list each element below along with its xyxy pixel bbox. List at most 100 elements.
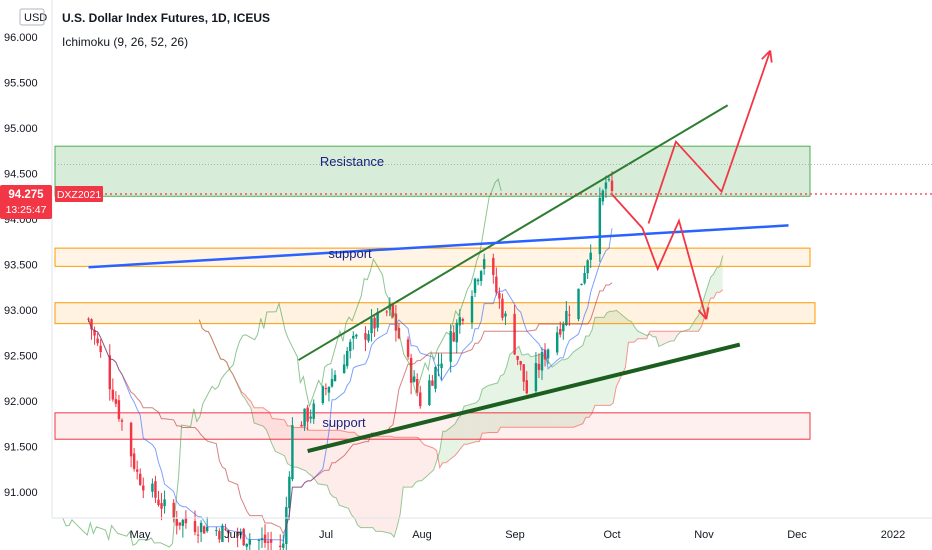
candle-body <box>266 541 270 543</box>
candle-body <box>257 539 261 541</box>
currency-badge <box>19 8 45 26</box>
cloud-segment <box>293 427 297 468</box>
candle-body <box>282 543 285 548</box>
symbol-title[interactable]: U.S. Dollar Index Futures, 1D, ICEUS <box>62 11 271 25</box>
candle-body <box>160 503 163 509</box>
axes: 96.00095.50095.00094.50094.00093.50093.0… <box>4 0 932 541</box>
y-tick-label: 91.000 <box>4 487 38 499</box>
cloud-segment <box>311 430 315 480</box>
cloud-segment <box>668 331 672 343</box>
x-tick-label: 2022 <box>881 529 905 541</box>
candle-body <box>90 319 93 330</box>
cloud-segment <box>692 319 696 332</box>
chart-header: U.S. Dollar Index Futures, 1D, ICEUS Ich… <box>62 11 271 49</box>
candle-body <box>476 279 480 282</box>
candle-body <box>154 481 157 498</box>
cloud-segment <box>604 312 608 406</box>
cloud-segment <box>488 382 498 433</box>
candle-body <box>175 518 178 526</box>
projection-path <box>611 193 708 320</box>
candle-body <box>598 197 602 255</box>
cloud-segment <box>713 267 717 299</box>
candle-body <box>178 522 182 526</box>
y-tick-label: 92.500 <box>4 351 38 363</box>
candle-body <box>525 380 528 394</box>
candle-body <box>568 314 571 316</box>
cloud-segment <box>284 419 288 464</box>
cloud-segment <box>485 385 489 434</box>
resistance-label: Resistance <box>320 154 384 169</box>
candle-body <box>312 403 315 419</box>
drawings <box>55 50 932 453</box>
cloud-segment <box>403 437 413 488</box>
cloud-segment <box>391 436 395 538</box>
candle-body <box>501 298 504 318</box>
candle-body <box>419 392 422 407</box>
x-tick-label: Jun <box>224 529 242 541</box>
indicator-legend[interactable]: Ichimoku (9, 26, 52, 26) <box>62 35 189 49</box>
cloud-segment <box>461 406 465 449</box>
cloud-segment <box>272 418 276 452</box>
cloud-segment <box>610 311 614 406</box>
cloud-segment <box>500 374 504 428</box>
candle-body <box>242 528 245 546</box>
candle-body <box>196 534 200 536</box>
cloud-segment <box>254 407 264 427</box>
x-tick-label: Dec <box>787 529 807 541</box>
support-label-upper: support <box>328 246 372 261</box>
cloud-segment <box>549 362 553 428</box>
candle-body <box>218 531 221 540</box>
candle-body <box>117 400 121 419</box>
candle-body <box>428 380 431 405</box>
cloud-segment <box>464 405 468 445</box>
candle-body <box>324 388 328 390</box>
candle-body <box>449 331 452 362</box>
cloud-segment <box>613 310 617 404</box>
cloud-segment <box>637 331 647 339</box>
leading-span-a <box>198 255 724 539</box>
candle-body <box>199 522 203 533</box>
candle-body <box>87 318 90 320</box>
price-zones <box>54 145 816 440</box>
candle-body <box>522 364 525 382</box>
candle-body <box>108 355 112 390</box>
arrow-head <box>697 309 708 320</box>
candle-body <box>385 311 388 313</box>
candle-body <box>610 180 614 191</box>
cloud-segment <box>454 418 458 456</box>
candle-body <box>227 530 230 534</box>
candle-body <box>202 526 206 534</box>
candle-body <box>562 324 565 332</box>
candle-body <box>269 539 273 543</box>
candle-body <box>565 310 568 326</box>
candle-body <box>495 276 498 293</box>
candle-body <box>452 332 455 342</box>
cloud-segment <box>588 330 592 418</box>
candle-body <box>355 334 358 337</box>
symbol-tag <box>55 185 103 202</box>
leading-span-b <box>198 289 724 470</box>
candle-body <box>236 531 239 537</box>
cloud-segment <box>381 436 392 534</box>
indicator-lines <box>62 178 613 548</box>
cloud-segment <box>421 441 425 481</box>
cloud-segment <box>607 311 611 406</box>
candle-body <box>342 364 346 374</box>
candle-body <box>300 424 303 427</box>
cloud-segment <box>652 331 656 337</box>
candle-body <box>519 361 522 365</box>
cloud-segment <box>625 317 629 368</box>
candle-body <box>139 473 142 485</box>
candle-body <box>215 530 218 532</box>
candle-body <box>516 355 519 360</box>
chikou-line <box>62 178 502 548</box>
cloud-segment <box>479 389 483 442</box>
y-tick-label: 92.000 <box>4 396 38 408</box>
price-tag <box>0 184 52 219</box>
candle-body <box>540 352 544 371</box>
cloud-segment <box>275 418 285 456</box>
candle-body <box>367 334 370 341</box>
candle-body <box>498 293 501 299</box>
candles <box>87 171 614 550</box>
